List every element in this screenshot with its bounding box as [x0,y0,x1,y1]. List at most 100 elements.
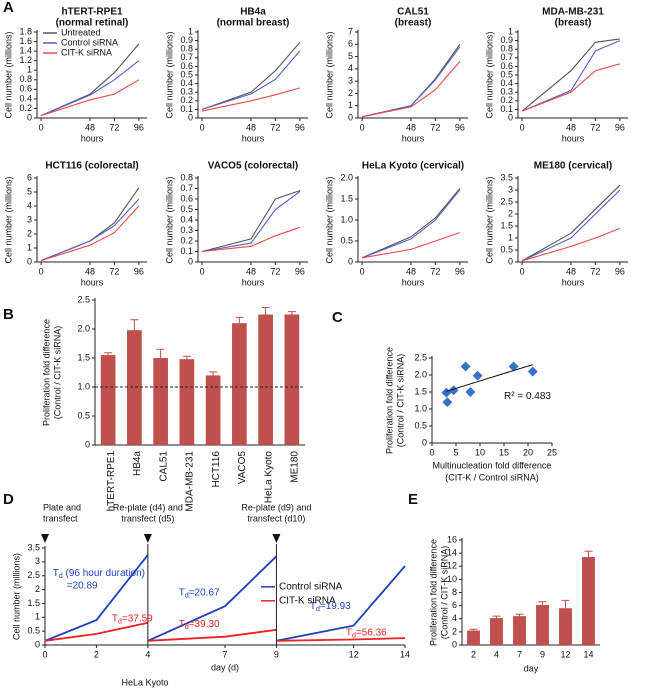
series-line [40,205,140,262]
bar [205,375,221,445]
legend-label: CIT-K siRNA [61,47,112,57]
series-line [361,61,461,118]
footnote: HeLa Kyoto [121,677,168,687]
y-tick-label: 0.5 [27,626,40,636]
legend-label: Control siRNA [61,37,118,47]
x-tick-label: 96 [615,266,625,276]
x-tick-label: 14 [400,649,410,659]
x-tick-label: 72 [430,122,440,132]
chart-title: (breast) [395,18,432,29]
chart: HCT116 (colorectal) 0 1 2 3 4 5 6 0 48 72 96 Cell nu… [3,161,147,287]
x-axis-label: Multinucleation fold difference [433,460,552,470]
series-line [201,190,301,253]
x-tick-label: 72 [270,122,280,132]
annotation-text: (96 hour duration) [63,568,145,579]
chart-title: (breast) [555,18,592,29]
y-tick-label: 2.5 [414,352,427,362]
y-tick-label: 1.5 [414,386,427,396]
y-tick-label: 2 [27,228,32,238]
annotation: =20.89 [67,581,98,592]
chart: VACO5 (colorectal)00.10.20.30.40.50.60.7… [164,161,308,287]
y-tick-label: 0.5 [500,244,513,254]
x-tick-label: 12 [349,649,359,659]
legend-label: Control siRNA [279,581,343,592]
x-tick-label: 72 [430,266,440,276]
point [465,387,476,397]
y-tick-label: 0.5 [77,410,90,420]
y-axis-label: (Control / CIT-K siRNA) [395,354,405,448]
panel-label: E [408,491,418,508]
y-tick-label: 0 [85,439,90,449]
bar [582,557,595,645]
y-tick-label: 0.7 [180,52,193,62]
y-tick-label: 2.5 [27,570,40,580]
y-tick-label: 0.6 [180,61,193,71]
x-tick-label: 4 [494,649,499,659]
annotation-sub: d [185,592,189,599]
series-line [521,63,621,112]
y-tick-label: 1.5 [340,193,353,203]
y-tick-label: 0 [35,639,40,649]
y-axis-label: Proliferation fold difference [41,319,51,426]
x-tick-label: 15 [499,447,509,457]
annotation-base: T [179,587,185,598]
annotation-text: =20.67 [189,587,220,598]
y-tick-label: 1.2 [19,55,32,65]
y-tick-label: 2.0 [340,172,353,182]
annotation-text: =37.59 [122,613,153,624]
chart: E 0 2 4 6 8 10 12 14 16 Proliferation fold differe… [408,491,600,673]
y-axis-label: Cell number (millions) [324,31,334,118]
x-tick-label: 0 [360,266,365,276]
x-tick-label: 72 [109,122,119,132]
legend-label: CIT-K siRNA [279,595,336,606]
y-tick-label: 0.3 [500,87,513,97]
bar [559,608,572,645]
y-tick-label: 0.9 [500,35,513,45]
x-axis-label: (CIT-K / Control siRNA) [445,472,539,482]
annotation-base: T [53,568,59,579]
chart: ME180 (cervical) 0 0.5 1 1.5 2 2.5 3 3.5 0 48 72 96 C… [484,161,628,287]
x-tick-label: 48 [406,266,416,276]
x-axis-label: hours [402,277,425,287]
x-tick-label: 7 [222,649,227,659]
annotation: Td=39.30 [179,619,220,631]
chart: HB4a(normal breast)00.10.20.30.40.50.60.… [164,7,308,143]
x-tick-label: 96 [295,122,305,132]
annotation-base: T [346,627,352,638]
event-label: Re-plate (d9) and [241,502,311,512]
bar [467,630,480,645]
y-axis-label: Proliferation fold difference [428,539,438,646]
y-tick-label: 1 [508,26,513,36]
y-axis-label: Cell number (millions) [164,31,174,118]
x-tick-label: 48 [566,122,576,132]
y-axis-label: Cell number (millions) [324,176,334,263]
x-tick-label: VACO5 [237,451,248,485]
bar [284,314,300,445]
chart: MDA-MB-231(breast)00.10.20.30.40.50.60.7… [484,7,628,143]
y-tick-label: 0.4 [500,78,513,88]
annotation: Td=37.59 [112,613,153,625]
y-tick-label: 0.5 [340,235,353,245]
panel-label: A [3,0,14,16]
y-tick-label: 0.7 [500,52,513,62]
y-tick-label: 2 [35,584,40,594]
x-tick-label: 0 [42,649,47,659]
chart-title: HeLa Kyoto (cervical) [362,161,464,172]
chart: B 0 0.5 1.0 1.5 2.0 2.5 Proliferation fold diff… [3,294,305,512]
x-tick-label: 0 [200,266,205,276]
series-line [40,60,140,117]
y-tick-label: 2 [508,208,513,218]
series-line [40,187,140,262]
x-tick-label: 96 [455,266,465,276]
chart-title: HCT116 (colorectal) [45,161,138,172]
x-tick-label: 5 [453,447,458,457]
series-line [44,621,406,642]
y-tick-label: 3.5 [500,172,513,182]
x-tick-label: 48 [85,266,95,276]
point [442,397,453,408]
event-arrow [272,534,281,543]
y-tick-label: 0 [452,639,457,649]
x-tick-label: MDA-MB-231 [185,451,196,512]
x-tick-label: 72 [109,266,119,276]
